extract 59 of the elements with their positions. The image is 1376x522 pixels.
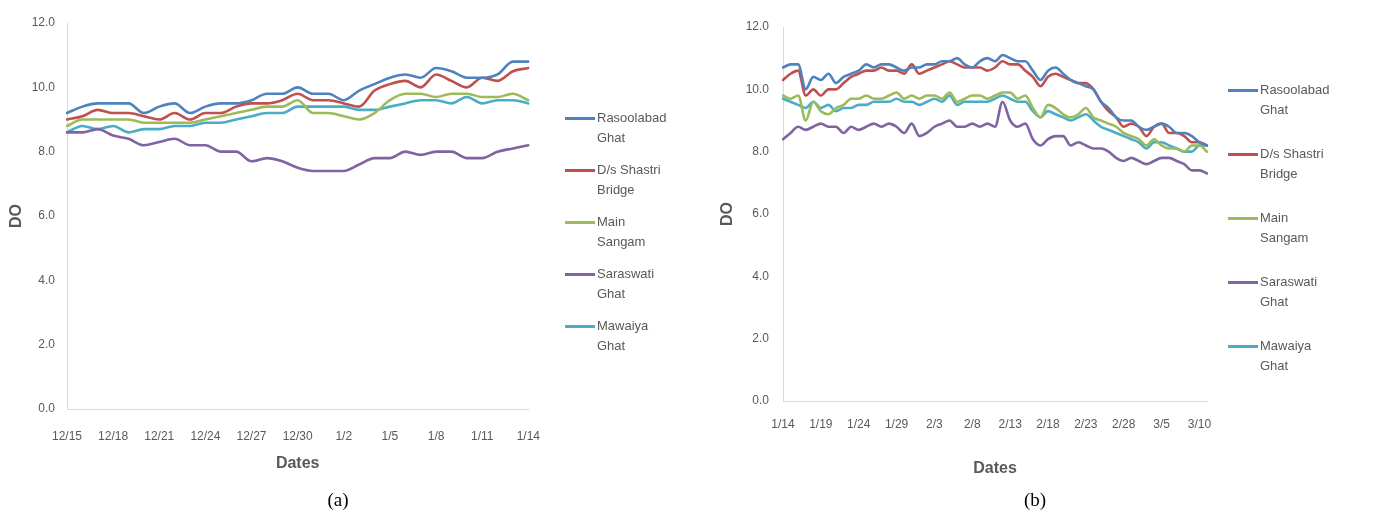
y-tick-label: 0.0	[38, 401, 56, 416]
x-tick-label: 12/21	[144, 428, 175, 443]
x-tick-label: 2/8	[963, 416, 981, 431]
legend-label: D/s Shastri Bridge	[597, 161, 662, 199]
legend-label: Main Sangam	[597, 213, 647, 251]
y-axis-title: DO	[718, 202, 736, 226]
line-series	[65, 127, 530, 173]
y-tick-label: 12.0	[31, 15, 56, 30]
x-tick-label: 12/30	[282, 428, 313, 443]
x-tick-label: 1/8	[427, 428, 445, 443]
legend-label: Saraswati Ghat	[597, 265, 656, 303]
y-tick-label: 2.0	[38, 336, 56, 351]
x-tick-label: 1/11	[470, 428, 494, 443]
legend-label: D/s Shastri Bridge	[1260, 145, 1325, 183]
text: (b)	[1023, 488, 1047, 512]
x-axis-title: Dates	[973, 458, 1017, 476]
x-tick-label: 2/13	[998, 416, 1023, 431]
x-tick-label: 1/14	[516, 428, 541, 443]
x-tick-label: 1/19	[809, 416, 833, 431]
x-tick-label: 2/3	[926, 416, 944, 431]
line-series	[65, 66, 530, 121]
y-tick-label: 4.0	[38, 272, 56, 287]
x-axis-title: Dates	[275, 453, 320, 471]
x-tick-label: 1/2	[335, 428, 353, 443]
line-series	[65, 60, 530, 115]
y-tick-label: 10.0	[31, 79, 56, 94]
x-tick-label: 1/5	[381, 428, 399, 443]
line-series	[65, 95, 530, 134]
line-series	[781, 100, 1209, 175]
x-tick-label: 1/29	[884, 416, 909, 431]
text: (a)	[327, 488, 349, 512]
legend-label: Mawaiya Ghat	[1260, 337, 1313, 375]
x-tick-label: 2/23	[1074, 416, 1098, 431]
x-tick-label: 12/15	[51, 428, 83, 443]
y-tick-label: 12.0	[745, 19, 770, 34]
y-tick-label: 6.0	[38, 208, 56, 223]
x-tick-label: 1/24	[847, 416, 871, 431]
x-tick-label: 3/10	[1187, 416, 1212, 431]
y-tick-label: 6.0	[752, 206, 770, 221]
y-axis-title: DO	[7, 204, 25, 228]
y-tick-label: 10.0	[745, 81, 770, 96]
x-tick-label: 2/18	[1036, 416, 1060, 431]
x-tick-label: 12/18	[98, 428, 129, 443]
legend-label: Mawaiya Ghat	[597, 317, 650, 355]
legend-label: Saraswati Ghat	[1260, 273, 1319, 311]
y-tick-label: 2.0	[752, 330, 770, 345]
legend-label: Rasoolabad Ghat	[597, 109, 668, 147]
x-tick-label: 2/28	[1112, 416, 1136, 431]
y-tick-label: 8.0	[752, 143, 770, 158]
y-tick-label: 8.0	[38, 143, 56, 158]
legend-label: Rasoolabad Ghat	[1260, 81, 1331, 119]
x-tick-label: 12/24	[190, 428, 221, 443]
y-tick-label: 0.0	[752, 393, 770, 408]
x-tick-label: 12/27	[236, 428, 267, 443]
y-tick-label: 4.0	[752, 268, 770, 283]
x-tick-label: 1/14	[771, 416, 795, 431]
x-tick-label: 3/5	[1153, 416, 1171, 431]
legend-label: Main Sangam	[1260, 209, 1310, 247]
line-series	[65, 92, 530, 128]
